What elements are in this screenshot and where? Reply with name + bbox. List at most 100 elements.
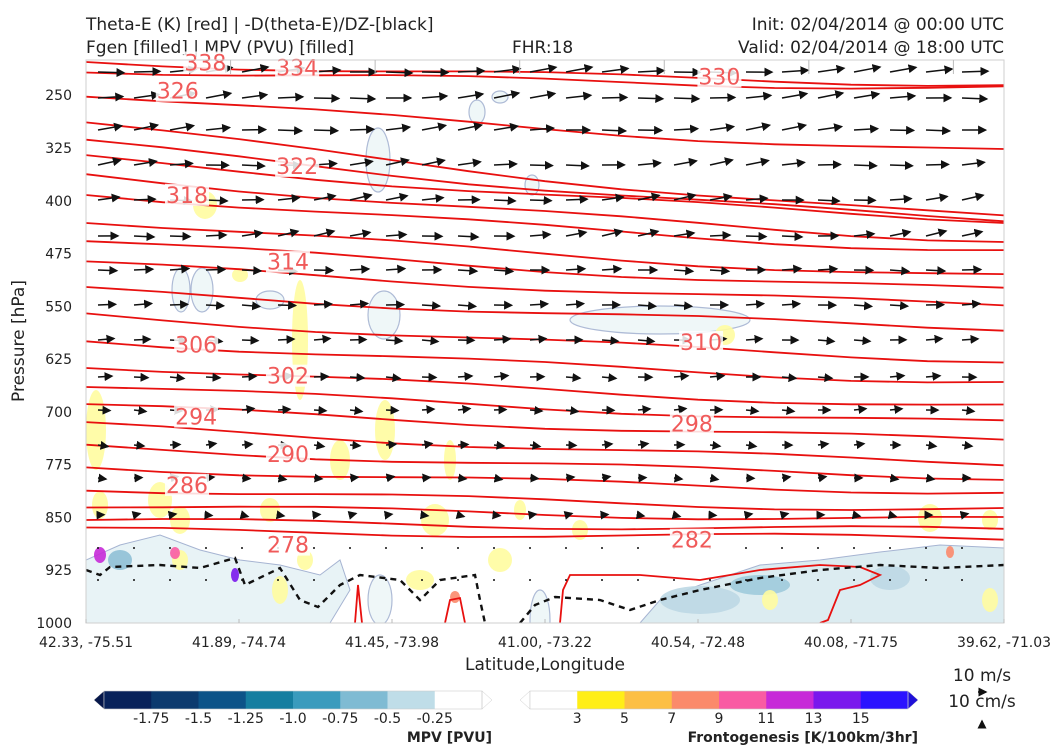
wind-vector bbox=[565, 161, 590, 171]
wind-vector bbox=[637, 228, 660, 238]
wind-vector bbox=[205, 372, 222, 382]
wind-vector bbox=[457, 473, 468, 483]
wind-vector-dot bbox=[241, 547, 243, 549]
theta-e-label: 338 bbox=[184, 52, 226, 77]
wind-vector-dot bbox=[313, 579, 315, 581]
theta-e-contour bbox=[86, 367, 1004, 406]
wind-vector bbox=[97, 334, 116, 344]
wind-vector bbox=[133, 264, 155, 274]
wind-vector bbox=[349, 372, 366, 382]
wind-vector bbox=[925, 228, 948, 238]
wind-vector bbox=[817, 90, 845, 99]
wind-vector-dot bbox=[421, 579, 423, 581]
wind-vector bbox=[383, 510, 394, 520]
theta-e-contour bbox=[86, 71, 1004, 90]
theta-e-label: 310 bbox=[680, 331, 722, 356]
wind-vector bbox=[169, 231, 192, 241]
theta-e-label: 334 bbox=[276, 56, 318, 81]
colorbar-tick-label: 15 bbox=[852, 711, 870, 727]
wind-vector bbox=[97, 92, 125, 102]
fgen-core bbox=[231, 568, 239, 582]
colorbar-segment bbox=[813, 691, 862, 709]
wind-vector bbox=[133, 232, 156, 242]
wind-vector bbox=[313, 126, 340, 135]
wind-vector bbox=[565, 473, 576, 483]
wind-vector bbox=[421, 157, 446, 167]
wind-vector bbox=[961, 440, 974, 450]
wind-vector bbox=[925, 334, 944, 344]
theta-e-label: 286 bbox=[166, 474, 208, 499]
vector-ref-horizontal: 10 m/s bbox=[953, 666, 1011, 686]
wind-vector bbox=[277, 405, 292, 415]
colorbar-segment bbox=[104, 691, 152, 709]
wind-vector bbox=[277, 300, 298, 310]
wind-vector bbox=[493, 159, 518, 169]
colorbar-tick-label: -0.25 bbox=[417, 711, 453, 727]
colorbar-frame bbox=[103, 690, 483, 710]
mpv-colorbar-label: MPV [PVU] bbox=[407, 730, 492, 746]
theta-e-contour bbox=[86, 421, 1004, 467]
fgen-region bbox=[272, 576, 288, 604]
wind-vector-dot bbox=[961, 579, 963, 581]
wind-vector bbox=[275, 510, 286, 520]
wind-vector bbox=[493, 122, 520, 132]
theta-e-contour bbox=[86, 173, 1004, 243]
theta-e-contour bbox=[86, 505, 1004, 521]
wind-vector bbox=[565, 264, 587, 274]
wind-vector bbox=[529, 405, 544, 415]
wind-vector bbox=[853, 90, 881, 100]
wind-vector bbox=[709, 266, 731, 276]
wind-vector bbox=[205, 301, 226, 310]
wind-vector bbox=[853, 64, 882, 73]
wind-vector bbox=[313, 473, 324, 483]
wind-vector-dot bbox=[457, 547, 459, 549]
wind-vector bbox=[925, 473, 936, 483]
colorbar-segment bbox=[198, 691, 247, 709]
wind-vector bbox=[925, 126, 952, 136]
mpv-region bbox=[367, 574, 393, 623]
wind-vector bbox=[421, 440, 434, 450]
theta-e-surface-contour bbox=[559, 564, 883, 623]
colorbar-segment bbox=[293, 691, 341, 709]
wind-vector bbox=[889, 228, 912, 238]
theta-e-label-bg bbox=[265, 533, 310, 556]
wind-vector bbox=[959, 510, 970, 520]
wind-vector bbox=[97, 473, 108, 483]
wind-vector-dot bbox=[97, 547, 99, 549]
y-axis-label: Pressure [hPa] bbox=[9, 280, 29, 402]
wind-vector bbox=[457, 372, 474, 382]
wind-vector bbox=[889, 161, 914, 171]
wind-vector bbox=[709, 93, 737, 103]
mpv-colorbar: -1.75 -1.5 -1.25 -1.0 -0.75 -0.5 -0.25 bbox=[93, 690, 493, 727]
wind-vector bbox=[709, 473, 720, 483]
wind-vector bbox=[493, 371, 510, 381]
wind-vector bbox=[853, 230, 876, 240]
wind-vector bbox=[781, 264, 803, 274]
colorbar-segment bbox=[577, 691, 625, 709]
theta-e-label-bg bbox=[164, 473, 209, 496]
wind-vector bbox=[781, 158, 806, 168]
theta-e-labels: 338 334 330 326 322 318 314 310 306 302 298 294 290 2… bbox=[155, 51, 742, 559]
theta-e-label: 318 bbox=[166, 184, 208, 209]
wind-vector bbox=[743, 510, 754, 520]
wind-vector bbox=[205, 265, 227, 275]
theta-e-label: 302 bbox=[267, 365, 309, 390]
x-tick-label: 40.54, -72.48 bbox=[651, 635, 745, 651]
wind-vector bbox=[493, 90, 521, 99]
fgen-core bbox=[170, 547, 180, 559]
wind-vector bbox=[493, 196, 517, 206]
wind-vector-dot bbox=[169, 579, 171, 581]
wind-vector bbox=[781, 232, 804, 242]
wind-vector bbox=[133, 158, 158, 167]
wind-vector bbox=[673, 473, 684, 483]
wind-vector bbox=[349, 229, 372, 239]
theta-e-contours bbox=[86, 61, 1004, 623]
wind-vector bbox=[169, 373, 186, 383]
wind-vector bbox=[601, 373, 618, 383]
wind-vector bbox=[637, 336, 656, 346]
wind-vector bbox=[97, 300, 118, 310]
wind-vector bbox=[671, 510, 682, 520]
wind-vector bbox=[313, 228, 336, 238]
wind-vector bbox=[349, 335, 368, 345]
wind-vector bbox=[925, 160, 950, 170]
